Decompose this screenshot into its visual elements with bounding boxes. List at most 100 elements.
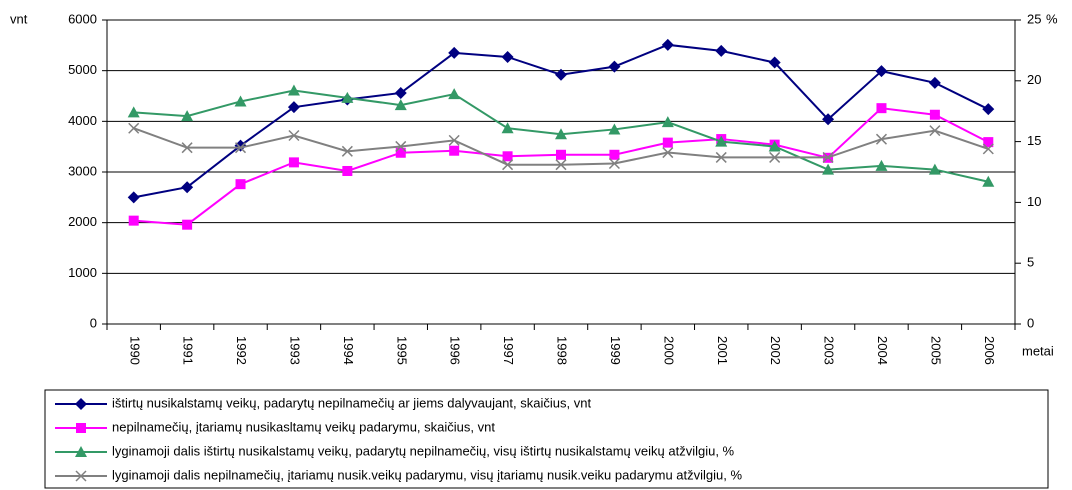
marker	[234, 142, 247, 154]
marker	[181, 142, 193, 154]
marker	[555, 128, 567, 140]
x-tick-label: 2005	[928, 336, 943, 365]
marker	[394, 99, 407, 111]
marker	[715, 151, 727, 163]
x-tick-label: 2006	[982, 336, 997, 365]
x-tick-label: 1997	[501, 336, 516, 365]
marker	[608, 157, 620, 170]
marker	[982, 143, 994, 155]
x-tick-label: 1996	[448, 336, 463, 365]
x-tick-label: 1993	[288, 336, 303, 365]
marker	[288, 157, 299, 168]
marker	[822, 163, 835, 175]
marker	[76, 423, 86, 433]
marker	[448, 46, 461, 59]
x-tick-label: 1991	[181, 336, 196, 365]
marker	[662, 147, 674, 159]
marker	[128, 215, 139, 226]
marker	[556, 149, 566, 160]
marker	[287, 84, 300, 96]
legend-label: ištirtų nusikalstamų veikų, padarytų nep…	[112, 395, 591, 410]
marker	[928, 76, 941, 89]
marker	[234, 95, 247, 107]
marker	[875, 159, 888, 171]
y2-tick-label: 25	[1027, 11, 1041, 26]
marker	[394, 86, 407, 99]
x-tick-label: 2001	[715, 336, 730, 365]
y2-tick-label: 20	[1027, 72, 1041, 87]
x-tick-label: 2000	[661, 336, 676, 365]
marker	[342, 165, 353, 176]
marker	[982, 175, 995, 187]
marker	[502, 159, 514, 171]
marker	[875, 133, 888, 145]
y2-tick-label: 0	[1027, 315, 1034, 330]
marker	[715, 135, 728, 147]
marker	[661, 38, 674, 51]
marker	[288, 129, 300, 142]
marker	[75, 446, 87, 457]
x-tick-label: 1998	[555, 336, 570, 365]
marker	[449, 145, 460, 156]
marker	[448, 134, 460, 146]
marker	[928, 163, 941, 175]
marker	[768, 140, 781, 152]
y-tick-label: 2000	[68, 214, 97, 229]
marker	[661, 116, 674, 128]
marker	[822, 151, 834, 163]
marker	[395, 147, 406, 158]
x-tick-label: 2002	[768, 336, 783, 365]
marker	[929, 109, 940, 120]
marker	[127, 106, 140, 118]
marker	[609, 149, 620, 160]
y-axis-label: vnt	[10, 11, 28, 26]
marker	[341, 145, 353, 157]
y-tick-label: 4000	[68, 113, 97, 128]
x-tick-label: 1992	[234, 336, 249, 365]
marker	[287, 101, 300, 114]
y-tick-label: 3000	[68, 163, 97, 178]
y2-tick-label: 15	[1027, 133, 1041, 148]
marker	[341, 91, 354, 103]
marker	[181, 181, 194, 194]
legend-label: lyginamoji dalis ištirtų nusikalstamų ve…	[112, 443, 735, 458]
x-tick-label: 2003	[822, 336, 837, 365]
legend-label: nepilnamečių, įtariamų nusikasltamų veik…	[112, 419, 495, 434]
marker	[235, 179, 246, 190]
marker	[448, 88, 461, 100]
marker	[875, 65, 888, 78]
x-tick-label: 1999	[608, 336, 623, 365]
marker	[769, 151, 781, 163]
y-tick-label: 1000	[68, 265, 97, 280]
y2-tick-label: 10	[1027, 194, 1041, 209]
y-tick-label: 6000	[68, 11, 97, 26]
marker	[502, 151, 513, 162]
marker	[128, 122, 140, 134]
marker	[181, 110, 194, 122]
x-tick-label: 1994	[341, 336, 356, 365]
marker	[983, 137, 994, 148]
legend-box	[44, 389, 1049, 489]
marker	[768, 56, 781, 69]
marker	[876, 103, 887, 114]
y2-tick-label: 5	[1027, 255, 1034, 270]
marker	[929, 125, 941, 137]
marker	[982, 103, 995, 116]
x-tick-label: 1990	[127, 336, 142, 365]
x-tick-label: 1995	[394, 336, 409, 365]
marker	[127, 191, 140, 204]
marker	[608, 123, 621, 135]
marker	[75, 470, 87, 482]
x-axis-label: metai	[1022, 343, 1054, 358]
y2-axis-label: %	[1046, 11, 1058, 26]
y-tick-label: 5000	[68, 62, 97, 77]
marker	[182, 219, 193, 230]
marker	[555, 159, 567, 171]
marker	[501, 50, 514, 63]
x-tick-label: 2004	[875, 336, 890, 365]
marker	[75, 398, 87, 410]
marker	[608, 60, 621, 73]
marker	[555, 68, 567, 81]
legend-label: lyginamoji dalis nepilnamečių, įtariamų …	[112, 467, 742, 482]
